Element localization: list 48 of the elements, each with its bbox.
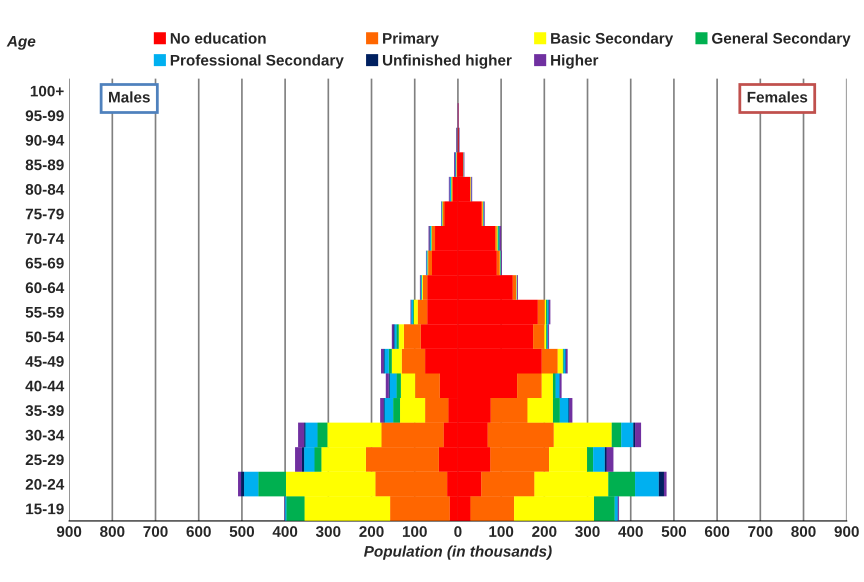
y-tick-label: 95-99 <box>26 110 64 122</box>
x-tick-label: 600 <box>186 526 211 537</box>
y-tick-label: 20-24 <box>26 478 64 490</box>
legend-label: No education <box>170 32 266 44</box>
x-tick-label: 700 <box>748 526 772 537</box>
annotation: Males <box>109 91 150 103</box>
x-tick-label: 900 <box>834 526 859 537</box>
y-tick-label: 15-19 <box>26 503 64 514</box>
y-tick-label: 65-69 <box>26 258 64 269</box>
x-tick-label: 600 <box>704 526 730 537</box>
x-tick-label: 300 <box>575 526 600 537</box>
x-tick-label: 0 <box>454 526 462 537</box>
x-tick-label: 100 <box>489 526 514 537</box>
x-tick-label: 400 <box>618 526 643 537</box>
y-tick-label: 40-44 <box>25 380 64 392</box>
x-tick-label: 500 <box>662 526 686 537</box>
x-tick-label: 400 <box>272 526 298 537</box>
y-tick-label: 60-64 <box>26 282 64 294</box>
legend-label: Primary <box>383 32 439 47</box>
y-tick-label: 70-74 <box>26 233 64 244</box>
y-tick-label: 80-84 <box>26 184 64 195</box>
legend-label: General Secondary <box>712 32 851 47</box>
x-tick-label: 500 <box>230 526 254 537</box>
y-tick-label: 45-49 <box>25 356 64 367</box>
y-tick-label: 75-79 <box>26 208 64 220</box>
y-tick-label: 25-29 <box>26 454 64 466</box>
y-tick-label: 30-34 <box>26 430 64 441</box>
x-tick-label: 300 <box>316 526 340 537</box>
x-tick-label: 200 <box>532 526 556 537</box>
annotation: Females <box>748 91 808 103</box>
y-tick-label: 35-39 <box>26 405 64 416</box>
legend-label: Unfinished higher <box>382 54 512 69</box>
y-tick-label: 100+ <box>30 86 64 97</box>
x-tick-label: 700 <box>143 526 168 537</box>
y-tick-label: 85-89 <box>26 159 64 170</box>
legend-label: Professional Secondary <box>170 54 344 69</box>
y-tick-label: 50-54 <box>26 331 64 342</box>
x-tick-label: 800 <box>791 526 816 537</box>
x-tick-label: 900 <box>56 526 82 537</box>
legend-label: Basic Secondary <box>551 32 674 47</box>
x-tick-label: 100 <box>402 526 427 537</box>
y-tick-label: 55-59 <box>26 306 64 318</box>
y-tick-label: 90-94 <box>26 134 64 146</box>
x-tick-label: 800 <box>100 526 124 537</box>
legend-label: Higher <box>551 54 598 69</box>
y-axis-title: Age <box>6 36 36 50</box>
x-tick-label: 200 <box>359 526 384 537</box>
x-axis-title: Population (in thousands) <box>364 546 552 560</box>
